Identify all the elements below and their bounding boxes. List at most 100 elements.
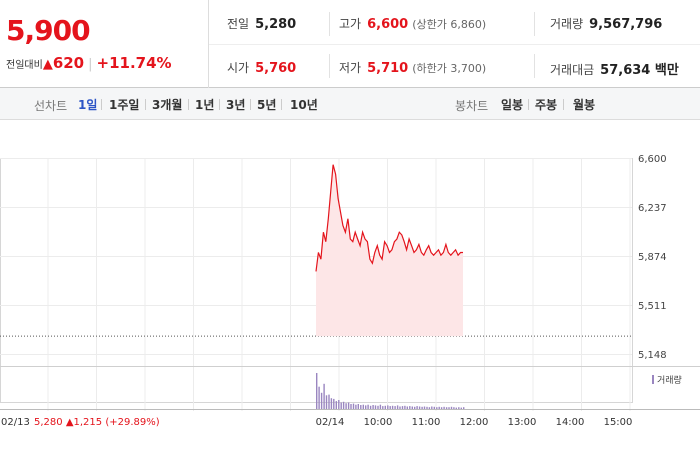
stat-low: 저가 5,710 (하한가 3,700)	[339, 61, 487, 76]
volume-legend-label: 거래량	[657, 374, 682, 386]
intraday-chart: 6,600 6,237 5,874 5,511 5,148 거래량 02/14 10:00 11…	[0, 121, 700, 450]
volume-bar	[414, 406, 416, 409]
x-tick-label: 15:00	[604, 417, 633, 428]
divider	[250, 99, 251, 110]
volume-bar	[401, 406, 404, 409]
volume-bar	[362, 404, 364, 409]
stat-high: 고가 6,600 (상한가 6,860)	[339, 17, 487, 32]
volume-bar	[374, 405, 377, 409]
y-tick-label: 6,600	[638, 154, 667, 165]
divider	[145, 99, 146, 110]
volume-bar	[416, 406, 418, 409]
volume-bar	[352, 403, 355, 409]
volume-bar	[426, 406, 428, 409]
volume-bar	[423, 406, 426, 409]
divider	[219, 99, 220, 110]
volume-bar	[399, 406, 401, 409]
volume-bar	[357, 404, 359, 409]
volume-bar	[372, 405, 374, 409]
x-tick-label: 02/14	[316, 417, 345, 428]
price-summary: 5,900 전일대비▲620 | +11.74% 전일 5,280 고가 6,600 (상…	[0, 0, 700, 88]
intraday-chart-svg: 6,600 6,237 5,874 5,511 5,148 거래량 02/14 10:00 11…	[0, 154, 700, 428]
x-tick-label: 11:00	[412, 417, 441, 428]
volume-bar	[421, 406, 423, 409]
y-tick-label: 5,511	[638, 301, 667, 312]
volume-bar	[316, 373, 318, 409]
volume-bar	[325, 395, 328, 409]
divider	[188, 99, 189, 110]
tab-1-week[interactable]: 1주일	[109, 98, 140, 112]
divider	[329, 54, 330, 78]
price-area-fill	[316, 164, 463, 337]
volume-bar	[396, 405, 399, 409]
divider	[563, 99, 564, 110]
divider	[534, 54, 535, 78]
divider	[528, 99, 529, 110]
volume-bar	[431, 406, 433, 409]
divider	[329, 12, 330, 36]
candle-chart-label: 봉차트	[455, 99, 489, 113]
volume-bar	[460, 407, 462, 409]
volume-bar	[389, 406, 391, 409]
volume-bar	[360, 405, 362, 409]
change-label: 전일대비	[6, 60, 43, 71]
up-arrow-icon: ▲	[42, 57, 53, 72]
tab-1-year[interactable]: 1년	[195, 98, 215, 112]
volume-bar	[455, 407, 457, 409]
volume-bar	[387, 405, 389, 409]
volume-bar	[345, 403, 347, 409]
volume-bar	[418, 406, 421, 409]
volume-bar	[350, 404, 352, 409]
volume-bar	[338, 400, 340, 409]
row-divider	[209, 44, 700, 45]
y-tick-label: 6,237	[638, 203, 667, 214]
volume-bar	[365, 405, 367, 409]
divider	[101, 99, 102, 110]
volume-bar	[404, 405, 406, 409]
volume-bar	[440, 407, 443, 409]
tab-3-months[interactable]: 3개월	[152, 98, 183, 112]
chart-period-tabs: 선차트 1일 1주일 3개월 1년 3년 5년 10년 봉차트 일봉 주봉 월봉	[0, 88, 700, 120]
current-price-box: 5,900 전일대비▲620 | +11.74%	[0, 0, 209, 88]
volume-bar	[379, 404, 382, 409]
volume-bar	[443, 406, 445, 409]
volume-bar	[347, 402, 350, 409]
volume-bar	[450, 406, 453, 409]
price-series	[315, 164, 463, 337]
tab-weekly-candle[interactable]: 주봉	[535, 98, 558, 112]
volume-bar	[445, 407, 448, 409]
volume-bar	[409, 406, 411, 409]
stat-prev-close: 전일 5,280	[227, 17, 297, 32]
tab-5-years[interactable]: 5년	[257, 98, 277, 112]
stat-open: 시가 5,760	[227, 61, 297, 76]
prev-day-date: 02/13	[1, 417, 30, 428]
tab-1-day[interactable]: 1일	[78, 98, 98, 112]
volume-bar	[411, 406, 413, 409]
tab-10-years[interactable]: 10년	[290, 98, 318, 112]
prev-day-change: 5,280 ▲1,215 (+29.89%)	[34, 417, 160, 428]
tab-monthly-candle[interactable]: 월봉	[573, 98, 596, 112]
volume-bar	[458, 407, 460, 409]
volume-bar	[323, 383, 325, 409]
x-tick-label: 10:00	[364, 417, 393, 428]
volume-bar	[391, 405, 394, 409]
volume-bar	[394, 406, 396, 409]
volume-bar	[384, 405, 386, 409]
volume-bar	[438, 406, 440, 409]
price-stats: 전일 5,280 고가 6,600 (상한가 6,860) 거래량 9,567,796 …	[209, 0, 700, 88]
volume-bar	[333, 398, 335, 409]
volume-bar	[335, 401, 337, 409]
tab-3-years[interactable]: 3년	[226, 98, 246, 112]
volume-bar	[448, 407, 450, 409]
tab-daily-candle[interactable]: 일봉	[501, 98, 524, 112]
volume-bar	[428, 407, 431, 409]
stat-volume: 거래량 9,567,796	[550, 17, 663, 32]
volume-bar	[436, 407, 438, 409]
volume-bar	[369, 405, 372, 409]
volume-bar	[453, 407, 455, 409]
volume-bar	[433, 406, 435, 409]
volume-bar	[318, 386, 320, 409]
volume-bar	[463, 407, 465, 409]
volume-bar	[330, 398, 333, 409]
volume-bar	[406, 406, 408, 409]
